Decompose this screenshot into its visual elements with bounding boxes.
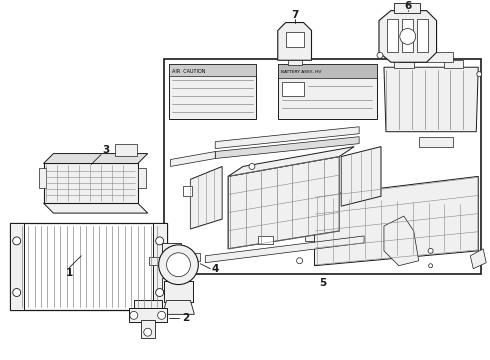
Polygon shape [215, 127, 359, 149]
Polygon shape [384, 216, 418, 266]
Circle shape [158, 311, 166, 319]
Text: 1: 1 [66, 267, 73, 278]
Polygon shape [215, 137, 359, 158]
Polygon shape [44, 154, 147, 163]
Polygon shape [341, 147, 381, 206]
Text: BATTERY ASSY, HV: BATTERY ASSY, HV [281, 70, 321, 74]
Polygon shape [228, 157, 339, 249]
Bar [394, 3, 419, 13]
Polygon shape [305, 209, 315, 241]
Bar [39, 168, 47, 188]
Circle shape [428, 248, 433, 253]
Bar [115, 144, 137, 156]
Text: 6: 6 [404, 1, 412, 11]
Bar [162, 243, 181, 255]
Bar [258, 236, 273, 244]
Bar [278, 64, 377, 119]
Text: 3: 3 [102, 145, 110, 154]
Bar [129, 309, 167, 322]
Circle shape [377, 52, 383, 58]
Bar [191, 253, 200, 261]
Polygon shape [44, 163, 138, 203]
Bar [286, 32, 304, 48]
Bar [162, 278, 181, 289]
Polygon shape [470, 249, 486, 269]
Bar [153, 223, 167, 310]
Polygon shape [315, 176, 478, 266]
Circle shape [13, 237, 21, 245]
Text: 5: 5 [319, 278, 326, 288]
Polygon shape [228, 147, 354, 176]
Bar [443, 60, 464, 68]
Text: 7: 7 [291, 10, 298, 19]
Bar [169, 64, 256, 76]
Circle shape [130, 311, 138, 319]
Circle shape [400, 28, 416, 44]
Bar [399, 52, 453, 62]
Bar [394, 60, 414, 68]
Polygon shape [163, 301, 195, 314]
Polygon shape [278, 23, 312, 60]
Bar [402, 19, 413, 52]
Text: 4: 4 [212, 264, 219, 274]
Circle shape [13, 288, 21, 297]
Text: AIR  CAUTION: AIR CAUTION [172, 69, 205, 74]
Bar [141, 320, 155, 338]
Bar [134, 301, 162, 318]
Bar [418, 137, 453, 147]
Polygon shape [205, 236, 364, 263]
Polygon shape [44, 203, 147, 213]
Bar [10, 223, 167, 310]
Polygon shape [191, 166, 222, 229]
Polygon shape [171, 152, 215, 166]
Bar [10, 223, 24, 310]
Bar [149, 257, 161, 265]
Bar [416, 19, 428, 52]
Circle shape [296, 258, 302, 264]
Circle shape [156, 237, 164, 245]
Bar [278, 64, 377, 78]
Circle shape [249, 163, 255, 170]
Circle shape [159, 245, 198, 284]
Polygon shape [183, 186, 193, 196]
Polygon shape [384, 67, 478, 132]
Circle shape [167, 253, 191, 276]
Polygon shape [379, 11, 437, 62]
Text: 2: 2 [182, 313, 189, 323]
Circle shape [156, 288, 164, 297]
Circle shape [144, 328, 152, 336]
Bar [138, 168, 146, 188]
Bar [164, 280, 194, 302]
Bar [282, 82, 304, 96]
Bar [387, 19, 398, 52]
Bar [169, 64, 256, 119]
Circle shape [477, 72, 482, 77]
Bar [164, 59, 481, 274]
Circle shape [429, 264, 433, 268]
Bar [288, 60, 301, 65]
